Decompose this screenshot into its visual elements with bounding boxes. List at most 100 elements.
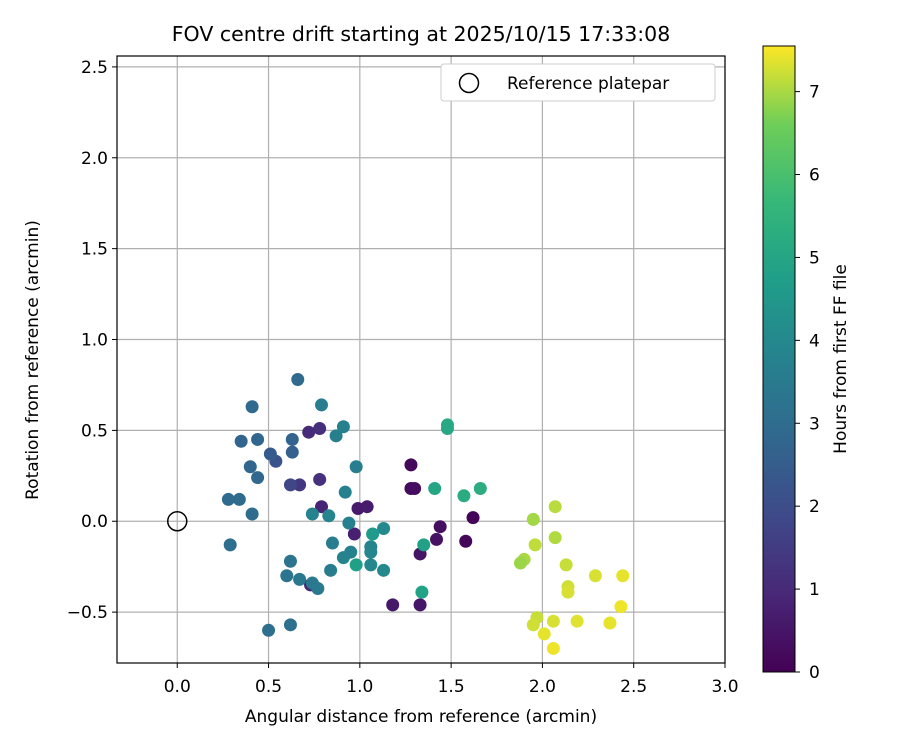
x-tick-label: 0.5 [255,677,282,697]
data-point [570,614,584,628]
data-point [329,429,343,443]
data-point [377,563,391,577]
plot-frame [116,55,726,664]
data-point [234,434,248,448]
data-point [245,507,259,521]
data-point [360,500,374,514]
colorbar-tick-label: 0 [809,663,820,683]
data-point [433,520,447,534]
data-point [408,482,422,496]
x-tick-label: 2.5 [620,677,647,697]
data-point [283,618,297,632]
legend: Reference platepar [440,63,716,102]
data-point [262,623,276,637]
data-point [302,425,316,439]
y-tick-label: 2.5 [81,58,108,78]
data-point [293,478,307,492]
data-point [528,538,542,552]
data-point [280,569,294,583]
data-point [291,372,305,386]
y-tick-label: 1.0 [81,331,108,351]
data-point [245,400,259,414]
data-point [313,422,327,436]
colorbar-label: Hours from first FF file [831,264,851,454]
data-point [364,545,378,559]
data-point [223,538,237,552]
data-point [415,585,429,599]
colorbar-tick-label: 5 [809,248,820,268]
data-point [417,538,431,552]
data-point [349,558,363,572]
data-point [293,572,307,586]
data-point [325,536,339,550]
data-point [243,460,257,474]
y-tick-label: 1.5 [81,240,108,260]
data-point [283,554,297,568]
colorbar-tick-label: 3 [809,414,820,434]
data-point [305,507,319,521]
y-tick-label: −0.5 [67,603,108,623]
y-tick-label: 0.5 [81,421,108,441]
legend-marker [458,72,480,94]
colorbar-tick-label: 7 [809,83,820,103]
data-point [338,485,352,499]
data-point [548,500,562,514]
data-point [366,527,380,541]
data-point [285,445,299,459]
legend-box [440,63,716,102]
data-point [413,598,427,612]
data-point [603,616,617,630]
data-point [404,458,418,472]
data-point [251,471,265,485]
data-point [459,534,473,548]
data-point [526,512,540,526]
data-point [457,489,471,503]
data-point [430,532,444,546]
data-point [322,509,336,523]
data-point [336,551,350,565]
y-tick-label: 2.0 [81,149,108,169]
data-point [232,492,246,506]
colorbar-tick-label: 6 [809,166,820,186]
legend-label: Reference platepar [507,74,669,94]
data-point [313,472,327,486]
data-point [386,598,400,612]
data-point [364,558,378,572]
data-point [561,585,575,599]
x-tick-label: 2.0 [529,677,556,697]
data-point [314,500,328,514]
colorbar-tick-label: 4 [809,331,820,351]
data-point [314,398,328,412]
x-axis-ticks: 0.0 0.5 1.0 1.5 2.0 2.5 3.0 [164,663,739,697]
colorbar-tick-label: 1 [809,580,820,600]
data-point [428,482,442,496]
data-point [347,527,361,541]
data-point [251,432,265,446]
data-point [514,556,528,570]
data-point [526,618,540,632]
reference-platepar-marker [167,510,188,532]
x-tick-label: 3.0 [711,677,738,697]
scatter-points [221,372,630,655]
colorbar-ticks: 0 1 2 3 4 5 6 7 [795,83,820,683]
x-tick-label: 1.0 [346,677,373,697]
data-point [473,482,487,496]
data-point [263,447,277,461]
data-point [616,569,630,583]
data-point [588,569,602,583]
data-point [324,563,338,577]
x-axis-label: Angular distance from reference (arcmin) [245,707,597,727]
data-point [546,614,560,628]
colorbar: 0 1 2 3 4 5 6 7 Hours from first FF file [762,45,851,683]
data-point [283,478,297,492]
data-point [221,492,235,506]
data-point [546,641,560,655]
chart-title: FOV centre drift starting at 2025/10/15 … [172,22,671,46]
data-point [537,627,551,641]
data-point [559,558,573,572]
colorbar-tick-label: 2 [809,497,820,517]
data-point [377,522,391,536]
data-point [440,418,454,432]
y-axis-label: Rotation from reference (arcmin) [23,220,43,500]
